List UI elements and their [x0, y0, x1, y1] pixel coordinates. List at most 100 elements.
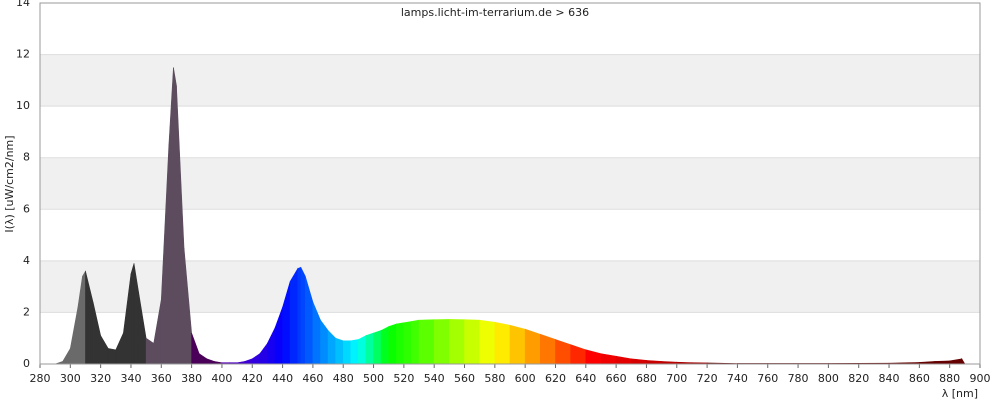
spectrum-segment [100, 334, 109, 365]
spectrum-segment [418, 319, 435, 365]
spectrum-segment [145, 337, 155, 365]
x-tick-label: 640 [575, 372, 596, 385]
spectrum-segment [300, 267, 306, 365]
x-tick-label: 500 [363, 372, 384, 385]
spectrum-segment [176, 85, 185, 365]
spectrum-segment [320, 319, 329, 365]
spectrum-segment [403, 321, 412, 365]
spectrum-segment [244, 358, 253, 365]
spectrum-segment [494, 321, 511, 365]
spectrum-segment [600, 353, 617, 365]
spectrum-segment [70, 307, 79, 365]
y-tick-label: 4 [23, 254, 30, 267]
x-tick-label: 840 [879, 372, 900, 385]
x-tick-label: 380 [181, 372, 202, 385]
x-tick-label: 360 [151, 372, 172, 385]
spectrum-segment [274, 307, 283, 365]
grid-band [40, 54, 980, 107]
x-tick-label: 460 [302, 372, 323, 385]
x-tick-label: 340 [120, 372, 141, 385]
spectrum-segment [130, 263, 135, 365]
spectrum-segment [350, 339, 359, 365]
x-tick-label: 480 [333, 372, 354, 385]
x-axis-label: λ [nm] [942, 387, 978, 400]
spectrum-segment [289, 267, 299, 365]
spectrum-segment [342, 340, 352, 365]
spectrum-segment [646, 360, 662, 365]
grid-band [40, 260, 980, 313]
x-tick-label: 820 [848, 372, 869, 385]
x-tick-label: 300 [60, 372, 81, 385]
spectrum-segment [585, 349, 602, 365]
spectrum-segment [949, 358, 963, 365]
x-tick-label: 680 [636, 372, 657, 385]
spectrum-segment [82, 270, 86, 365]
x-tick-label: 760 [757, 372, 778, 385]
y-tick-label: 14 [16, 0, 30, 9]
grid-band [40, 157, 980, 210]
spectrum-segment [380, 326, 390, 365]
spectrum-segment [365, 332, 374, 365]
spectrum-segment [509, 324, 526, 365]
x-tick-label: 320 [90, 372, 111, 385]
spectrum-segment [206, 358, 215, 365]
x-tick-label: 620 [545, 372, 566, 385]
chart-title: lamps.licht-im-terrarium.de > 636 [401, 6, 589, 19]
spectrum-segment [62, 347, 71, 365]
x-tick-label: 700 [666, 372, 687, 385]
spectrum-segment [524, 328, 541, 365]
x-tick-label: 400 [211, 372, 232, 385]
spectrum-segment [297, 266, 302, 365]
x-tick-label: 580 [484, 372, 505, 385]
spectrum-segment [191, 332, 200, 365]
spectrum-segment [961, 357, 966, 365]
x-tick-label: 600 [515, 372, 536, 385]
spectrum-segment [570, 344, 587, 365]
y-axis-label: I(λ) [uW/cm2/nm] [3, 135, 16, 232]
x-tick-label: 780 [788, 372, 809, 385]
x-tick-label: 560 [454, 372, 475, 385]
x-tick-label: 660 [606, 372, 627, 385]
spectrum-segment [327, 329, 336, 365]
spectrum-segment [630, 358, 647, 365]
spectrum-segment [259, 342, 268, 365]
spectrum-segment [115, 332, 124, 365]
x-tick-label: 740 [727, 372, 748, 385]
spectrum-segment [449, 319, 465, 365]
y-tick-label: 2 [23, 305, 30, 318]
y-tick-label: 8 [23, 151, 30, 164]
y-tick-label: 12 [16, 48, 30, 61]
x-tick-label: 540 [424, 372, 445, 385]
spectrum-segment [358, 335, 367, 365]
x-tick-label: 440 [272, 372, 293, 385]
spectrum-segment [107, 348, 117, 365]
spectrum-segment [555, 339, 571, 365]
y-tick-label: 0 [23, 357, 30, 370]
x-tick-label: 860 [909, 372, 930, 385]
x-tick-label: 280 [30, 372, 51, 385]
x-tick-label: 420 [242, 372, 263, 385]
x-tick-label: 900 [970, 372, 991, 385]
y-tick-label: 10 [16, 99, 30, 112]
spectrum-segment [433, 319, 450, 365]
x-tick-label: 720 [697, 372, 718, 385]
spectrum-segment [388, 323, 397, 365]
spectrum-segment [251, 353, 261, 365]
spectrum-segment [267, 327, 276, 365]
spectrum-segment [615, 355, 632, 365]
spectrum-segment [373, 330, 382, 365]
spectrum-segment [479, 319, 496, 365]
spectrum-segment [395, 322, 405, 365]
spectrum-segment [173, 67, 177, 365]
y-tick-label: 6 [23, 202, 30, 215]
x-tick-label: 880 [939, 372, 960, 385]
x-tick-label: 800 [818, 372, 839, 385]
plot-frame [39, 2, 981, 365]
spectrum-segment [168, 67, 174, 365]
x-tick-label: 520 [393, 372, 414, 385]
spectrum-segment [198, 353, 208, 365]
spectrum-segment [540, 333, 556, 365]
spectrum-segment [411, 319, 420, 365]
spectrum-segment [464, 319, 480, 365]
